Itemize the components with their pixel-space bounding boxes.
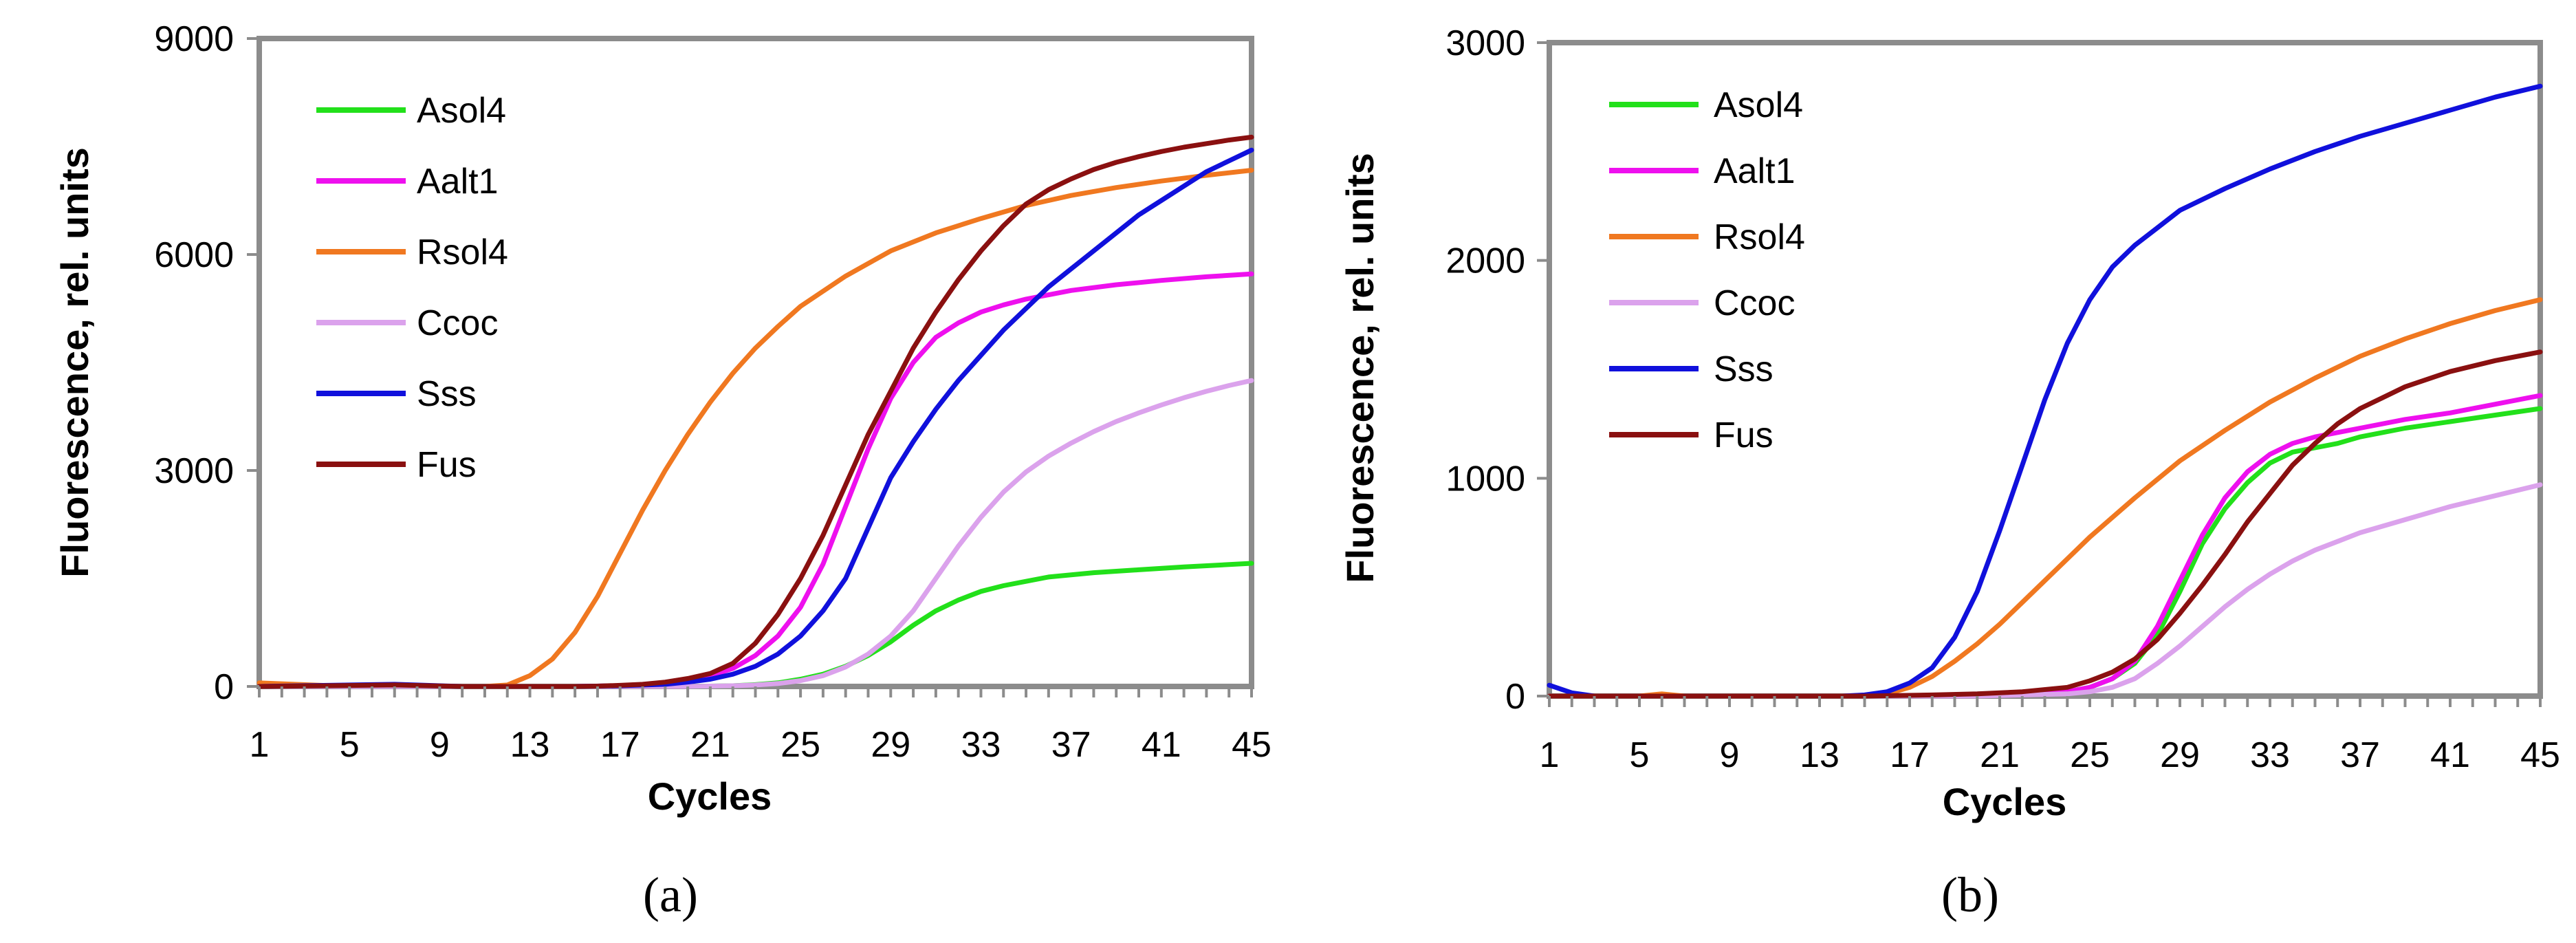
- legend-label-aalt1: Aalt1: [417, 162, 499, 202]
- x-tick-label: 5: [1630, 735, 1650, 775]
- x-tick-label: 21: [1980, 735, 2020, 775]
- x-axis-title-b: Cycles: [1943, 780, 2067, 823]
- x-tick-label: 9: [430, 725, 450, 765]
- y-axis-title-a: Fluorescence, rel. units: [53, 147, 96, 578]
- series-line-fus: [256, 134, 1254, 689]
- y-tick-label: 9000: [154, 19, 234, 59]
- legend-label-ccoc: Ccoc: [1714, 283, 1795, 323]
- legend-label-sss: Sss: [417, 374, 477, 414]
- x-tick-label: 25: [2070, 735, 2110, 775]
- x-tick-label: 41: [2430, 735, 2470, 775]
- y-axis-title-b: Fluorescence, rel. units: [1338, 153, 1382, 583]
- x-tick-label: 29: [2160, 735, 2200, 775]
- legend-label-aalt1: Aalt1: [1714, 151, 1795, 191]
- y-tick-label: 0: [214, 667, 234, 707]
- legend-a: Asol4 Aalt1 Rsol4 Ccoc Sss Fus: [316, 91, 508, 485]
- x-tick-label: 33: [961, 725, 1001, 765]
- axes-group-b: 1 5 9 13 17 21 25 29 33 37 41 45 0 1000 2000 3000: [1445, 23, 2560, 775]
- x-tick-label: 9: [1720, 735, 1740, 775]
- x-tick-label: 13: [510, 725, 550, 765]
- series-group-a: [256, 134, 1254, 689]
- plot-area-a: [256, 36, 1254, 689]
- x-tick-label: 17: [1890, 735, 1930, 775]
- x-axis-title-a: Cycles: [648, 774, 772, 818]
- series-group-b: [1547, 83, 2543, 699]
- legend-label-asol4: Asol4: [1714, 85, 1803, 125]
- series-line-ccoc: [1547, 482, 2543, 699]
- x-tick-label: 21: [690, 725, 730, 765]
- x-tick-label: 45: [2520, 735, 2560, 775]
- legend-label-ccoc: Ccoc: [417, 303, 498, 343]
- x-tick-label: 1: [250, 725, 270, 765]
- series-line-fus: [1547, 349, 2543, 699]
- y-tick-label: 3000: [154, 451, 234, 491]
- y-tick-label: 2000: [1445, 241, 1525, 281]
- legend-b: Asol4 Aalt1 Rsol4 Ccoc Sss Fus: [1609, 85, 1805, 455]
- x-tick-label: 37: [2340, 735, 2380, 775]
- series-line-rsol4: [256, 168, 1254, 689]
- x-tick-label: 33: [2250, 735, 2290, 775]
- panel-label-a: (a): [643, 867, 698, 922]
- x-tick-label: 5: [340, 725, 360, 765]
- y-tick-label: 0: [1505, 677, 1525, 717]
- series-line-ccoc: [256, 378, 1254, 689]
- legend-label-rsol4: Rsol4: [1714, 217, 1805, 257]
- x-tick-label: 37: [1051, 725, 1091, 765]
- plot-area-b: [1547, 40, 2543, 699]
- x-tick-label: 17: [600, 725, 640, 765]
- panel-label-b: (b): [1941, 867, 1999, 922]
- legend-label-fus: Fus: [417, 445, 477, 485]
- x-tick-label: 45: [1232, 725, 1271, 765]
- legend-label-fus: Fus: [1714, 415, 1773, 455]
- y-tick-label: 1000: [1445, 459, 1525, 499]
- chart-panel-b: 1 5 9 13 17 21 25 29 33 37 41 45 0 1000 2000 3000 Asol4…: [1338, 23, 2560, 922]
- legend-label-rsol4: Rsol4: [417, 232, 508, 272]
- chart-panel-a: 1 5 9 13 17 21 25 29 33 37 41 45 0 3000 6000 9000 Asol4…: [53, 19, 1271, 922]
- x-tick-label: 41: [1142, 725, 1181, 765]
- axes-group-a: 1 5 9 13 17 21 25 29 33 37 41 45 0 3000 6000 9000: [154, 19, 1271, 765]
- y-tick-label: 3000: [1445, 23, 1525, 63]
- legend-label-asol4: Asol4: [417, 91, 506, 131]
- legend-label-sss: Sss: [1714, 349, 1773, 389]
- y-tick-label: 6000: [154, 235, 234, 275]
- x-tick-label: 29: [871, 725, 910, 765]
- x-tick-label: 1: [1540, 735, 1560, 775]
- x-tick-label: 25: [781, 725, 820, 765]
- x-tick-label: 13: [1800, 735, 1840, 775]
